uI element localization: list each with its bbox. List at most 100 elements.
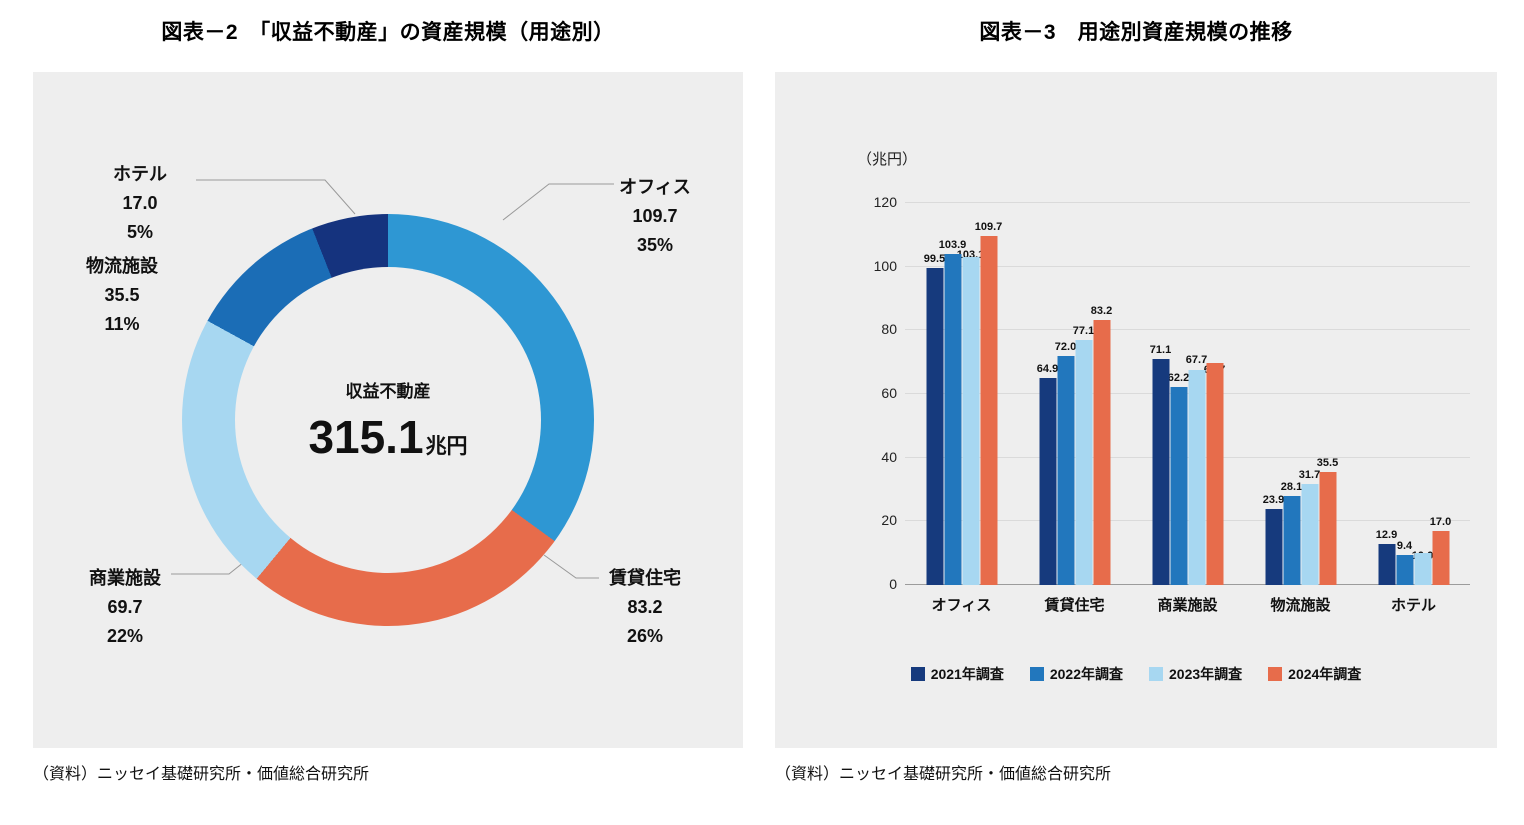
callout-office: オフィス 109.7 35% — [580, 173, 730, 260]
bar-value-label: 72.0 — [1054, 340, 1077, 353]
donut-center-value: 315.1兆円 — [308, 410, 467, 464]
bar — [1319, 472, 1336, 585]
callout-office-percent: 35% — [636, 235, 674, 255]
bar — [1378, 543, 1395, 585]
legend: 2021年調査 2022年調査 2023年調査 2024年調査 — [775, 664, 1497, 684]
bar-cluster — [1265, 472, 1336, 585]
legend-label: 2024年調査 — [1288, 666, 1362, 682]
bar-value-label: 28.1 — [1280, 480, 1303, 493]
callout-commercial-label: 商業施設 — [89, 568, 161, 588]
legend-item: 2021年調査 — [910, 664, 1004, 684]
legend-label: 2023年調査 — [1169, 666, 1243, 682]
bar — [1414, 553, 1431, 585]
category-label: オフィス — [931, 597, 992, 614]
bar — [926, 268, 943, 585]
legend-swatch — [910, 667, 925, 681]
bar-value-label: 83.2 — [1090, 305, 1113, 318]
callout-logistics-label: 物流施設 — [86, 256, 158, 276]
bar — [1265, 508, 1282, 585]
bar — [962, 256, 979, 585]
y-tick-label: 120 — [873, 194, 897, 210]
callout-commercial-percent: 22% — [106, 626, 144, 646]
bar-cluster — [1039, 320, 1110, 585]
bar-group: 64.9 72.0 77.1 83.2 賃貸住宅 — [1018, 203, 1131, 614]
callout-logistics: 物流施設 35.5 11% — [47, 252, 197, 339]
figure-3-source: （資料）ニッセイ基礎研究所・価値総合研究所 — [775, 766, 1112, 783]
bar-value-label: 71.1 — [1149, 343, 1172, 356]
callout-commercial-value: 69.7 — [107, 597, 143, 617]
callout-rental-value: 83.2 — [627, 597, 663, 617]
bar — [1206, 363, 1223, 585]
bar-value-label: 31.7 — [1298, 469, 1321, 482]
legend-label: 2022年調査 — [1049, 666, 1123, 682]
gridline — [905, 520, 1470, 522]
bar-value-label: 103.9 — [938, 239, 967, 252]
bar-value-label: 99.5 — [923, 253, 946, 266]
callout-logistics-value: 35.5 — [104, 285, 140, 305]
gridline — [905, 456, 1470, 458]
bar — [1093, 320, 1110, 585]
leader-lines — [171, 179, 614, 579]
bar — [1188, 369, 1205, 585]
bar-value-label: 23.9 — [1262, 493, 1285, 506]
legend-item: 2023年調査 — [1149, 664, 1242, 684]
callout-hotel: ホテル 17.0 5% — [65, 160, 215, 247]
figure-2-source: （資料）ニッセイ基礎研究所・価値総合研究所 — [33, 766, 370, 783]
bar — [1432, 530, 1449, 585]
callout-hotel-value: 17.0 — [122, 193, 158, 213]
bar-value-label: 9.4 — [1396, 540, 1413, 553]
callout-hotel-percent: 5% — [126, 222, 153, 242]
bar — [944, 254, 961, 585]
donut-center: 収益不動産 315.1兆円 — [235, 267, 541, 573]
bar-value-label: 67.7 — [1185, 354, 1208, 367]
bar — [1396, 555, 1413, 585]
gridline — [905, 393, 1470, 394]
category-label: 物流施設 — [1270, 597, 1331, 614]
donut-center-label: 収益不動産 — [345, 381, 431, 401]
bar — [1039, 378, 1056, 585]
bar — [1075, 339, 1092, 585]
gridline — [905, 329, 1470, 331]
bar-value-label: 64.9 — [1036, 363, 1059, 376]
legend-item: 2024年調査 — [1268, 664, 1361, 684]
x-axis-line — [905, 584, 1470, 585]
bar-value-label: 35.5 — [1316, 456, 1339, 469]
gridline — [905, 202, 1470, 203]
y-tick-label: 0 — [889, 576, 897, 592]
y-axis-unit-label: （兆円） — [857, 151, 918, 168]
bar-cluster — [1152, 358, 1223, 585]
bar — [1152, 358, 1169, 585]
legend-swatch — [1268, 667, 1283, 681]
bar-cluster — [926, 235, 997, 585]
donut-chart: 収益不動産 315.1兆円 — [182, 214, 594, 626]
bar-plot: 99.5 103.9 103.1 109.7 オフィス 64.9 72.0 77.1 83.2 賃… — [905, 202, 1470, 614]
bar — [980, 235, 997, 585]
legend-item: 2022年調査 — [1029, 664, 1123, 684]
callout-commercial: 商業施設 69.7 22% — [50, 564, 200, 651]
category-label: ホテル — [1390, 597, 1436, 614]
callout-rental: 賃貸住宅 83.2 26% — [570, 564, 720, 651]
bar-cluster — [1378, 530, 1449, 585]
legend-label: 2021年調査 — [930, 666, 1004, 682]
figure-3-title: 図表－3 用途別資産規模の推移 — [979, 21, 1293, 44]
bar-panel: （兆円） 99.5 103.9 103.1 109.7 オフィス 64.9 72.0 77.1… — [775, 72, 1497, 748]
callout-office-value: 109.7 — [632, 206, 678, 226]
y-tick-label: 100 — [873, 257, 897, 274]
bar-value-label: 17.0 — [1429, 515, 1452, 528]
donut-panel: 収益不動産 315.1兆円 ホテル 17.0 5% 物流施設 35.5 11% … — [33, 72, 743, 748]
figure-2-title: 図表－2 「収益不動産」の資産規模（用途別） — [161, 21, 615, 44]
callout-rental-percent: 26% — [626, 626, 664, 646]
bar-value-label: 109.7 — [974, 220, 1003, 233]
bar — [1301, 484, 1318, 585]
callout-hotel-label: ホテル — [113, 164, 167, 184]
gridline — [905, 265, 1470, 267]
bar — [1057, 355, 1074, 585]
bar — [1283, 495, 1300, 585]
callout-rental-label: 賃貸住宅 — [609, 568, 681, 588]
y-tick-label: 40 — [881, 448, 897, 465]
y-tick-label: 80 — [881, 321, 897, 338]
category-label: 賃貸住宅 — [1044, 597, 1105, 614]
